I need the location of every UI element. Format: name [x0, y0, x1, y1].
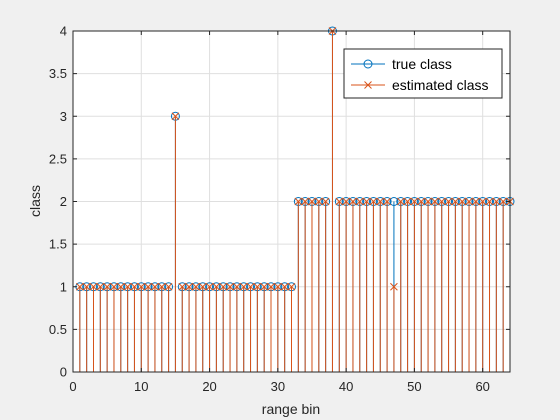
estimated-class-marker: [472, 197, 480, 206]
estimated-class-marker: [301, 197, 310, 206]
estimated-class-marker: [376, 197, 385, 206]
estimated-class-marker: [424, 197, 432, 206]
estimated-class-marker: [431, 197, 439, 206]
y-tick-label: 0.5: [49, 322, 67, 337]
legend-marker-true: [363, 59, 373, 69]
estimated-class-marker: [280, 282, 289, 291]
estimated-class-marker: [226, 282, 234, 291]
axis-ticks: 0 10 20 30 40 50 60 0 0.5 1 1.5 2 2.5 3 3.5 4: [49, 24, 510, 394]
estimated-class-series: [75, 27, 514, 372]
estimated-class-marker: [130, 282, 139, 291]
x-axis-label: range bin: [262, 401, 320, 417]
estimated-class-marker: [314, 197, 323, 206]
estimated-class-marker: [151, 282, 159, 291]
x-tick-label: 10: [134, 379, 148, 394]
estimated-class-marker: [321, 197, 330, 206]
legend-label-estimated: estimated class: [392, 77, 488, 93]
estimated-class-marker: [219, 282, 228, 291]
estimated-class-marker: [144, 282, 152, 291]
estimated-class-marker: [267, 282, 275, 291]
estimated-class-marker: [185, 282, 193, 291]
estimated-class-marker: [396, 197, 405, 206]
estimated-class-marker: [478, 197, 487, 206]
estimated-class-marker: [444, 197, 453, 206]
estimated-class-marker: [103, 282, 111, 291]
estimated-class-marker: [137, 282, 146, 291]
estimated-class-marker: [403, 197, 412, 206]
legend-box: [343, 48, 503, 99]
estimated-class-marker: [458, 197, 467, 206]
legend: true class estimated class: [343, 48, 503, 99]
estimated-class-marker: [308, 197, 316, 206]
estimated-class-marker: [171, 112, 180, 121]
estimated-class-marker: [123, 282, 132, 291]
estimated-class-marker: [349, 197, 357, 206]
y-tick-label: 3: [60, 109, 67, 124]
estimated-class-marker: [192, 282, 200, 291]
x-tick-label: 40: [339, 379, 353, 394]
estimated-class-marker: [410, 197, 419, 206]
estimated-class-marker: [492, 197, 501, 206]
estimated-class-marker: [465, 197, 473, 206]
legend-label-true: true class: [392, 56, 452, 72]
estimated-class-marker: [246, 282, 255, 291]
legend-marker-estimated: [364, 81, 372, 89]
estimated-class-marker: [96, 282, 105, 291]
estimated-class-marker: [253, 282, 262, 291]
x-tick-label: 30: [271, 379, 285, 394]
y-tick-label: 3.5: [49, 66, 67, 81]
estimated-class-marker: [342, 197, 350, 206]
estimated-class-marker: [233, 282, 241, 291]
estimated-class-marker: [383, 197, 391, 206]
y-tick-label: 1.5: [49, 237, 67, 252]
estimated-class-marker: [260, 282, 269, 291]
estimated-class-marker: [437, 197, 446, 206]
estimated-class-marker: [355, 197, 364, 206]
x-tick-label: 20: [202, 379, 216, 394]
x-tick-label: 60: [475, 379, 489, 394]
estimated-class-marker: [82, 282, 91, 291]
y-tick-label: 2: [60, 194, 67, 209]
estimated-class-marker: [417, 197, 426, 206]
estimated-class-marker: [451, 197, 460, 206]
estimated-class-marker: [89, 282, 98, 291]
estimated-class-marker: [335, 197, 344, 206]
estimated-class-marker: [205, 282, 214, 291]
estimated-class-marker: [75, 282, 84, 291]
estimated-class-marker: [499, 197, 508, 206]
estimated-class-marker: [116, 282, 125, 291]
estimated-class-marker: [110, 282, 118, 291]
estimated-class-marker: [294, 197, 303, 206]
y-tick-label: 0: [60, 365, 67, 380]
estimated-class-marker: [212, 282, 221, 291]
y-axis-label: class: [27, 185, 43, 217]
estimated-class-marker: [287, 282, 296, 291]
estimated-class-marker: [273, 282, 282, 291]
estimated-class-marker: [362, 197, 371, 206]
x-tick-label: 0: [69, 379, 76, 394]
x-tick-label: 50: [407, 379, 421, 394]
y-tick-label: 4: [60, 24, 67, 39]
true-class-marker: [389, 197, 399, 206]
estimated-class-marker: [369, 197, 378, 206]
grid: [73, 31, 510, 372]
estimated-class-marker: [485, 197, 494, 206]
estimated-class-marker: [157, 282, 166, 291]
estimated-class-marker: [164, 282, 173, 291]
estimated-class-marker: [198, 282, 207, 291]
estimated-class-marker: [178, 282, 187, 291]
estimated-class-marker: [239, 282, 248, 291]
estimated-class-marker: [390, 282, 398, 291]
y-tick-label: 1: [60, 279, 67, 294]
y-tick-label: 2.5: [49, 151, 67, 166]
